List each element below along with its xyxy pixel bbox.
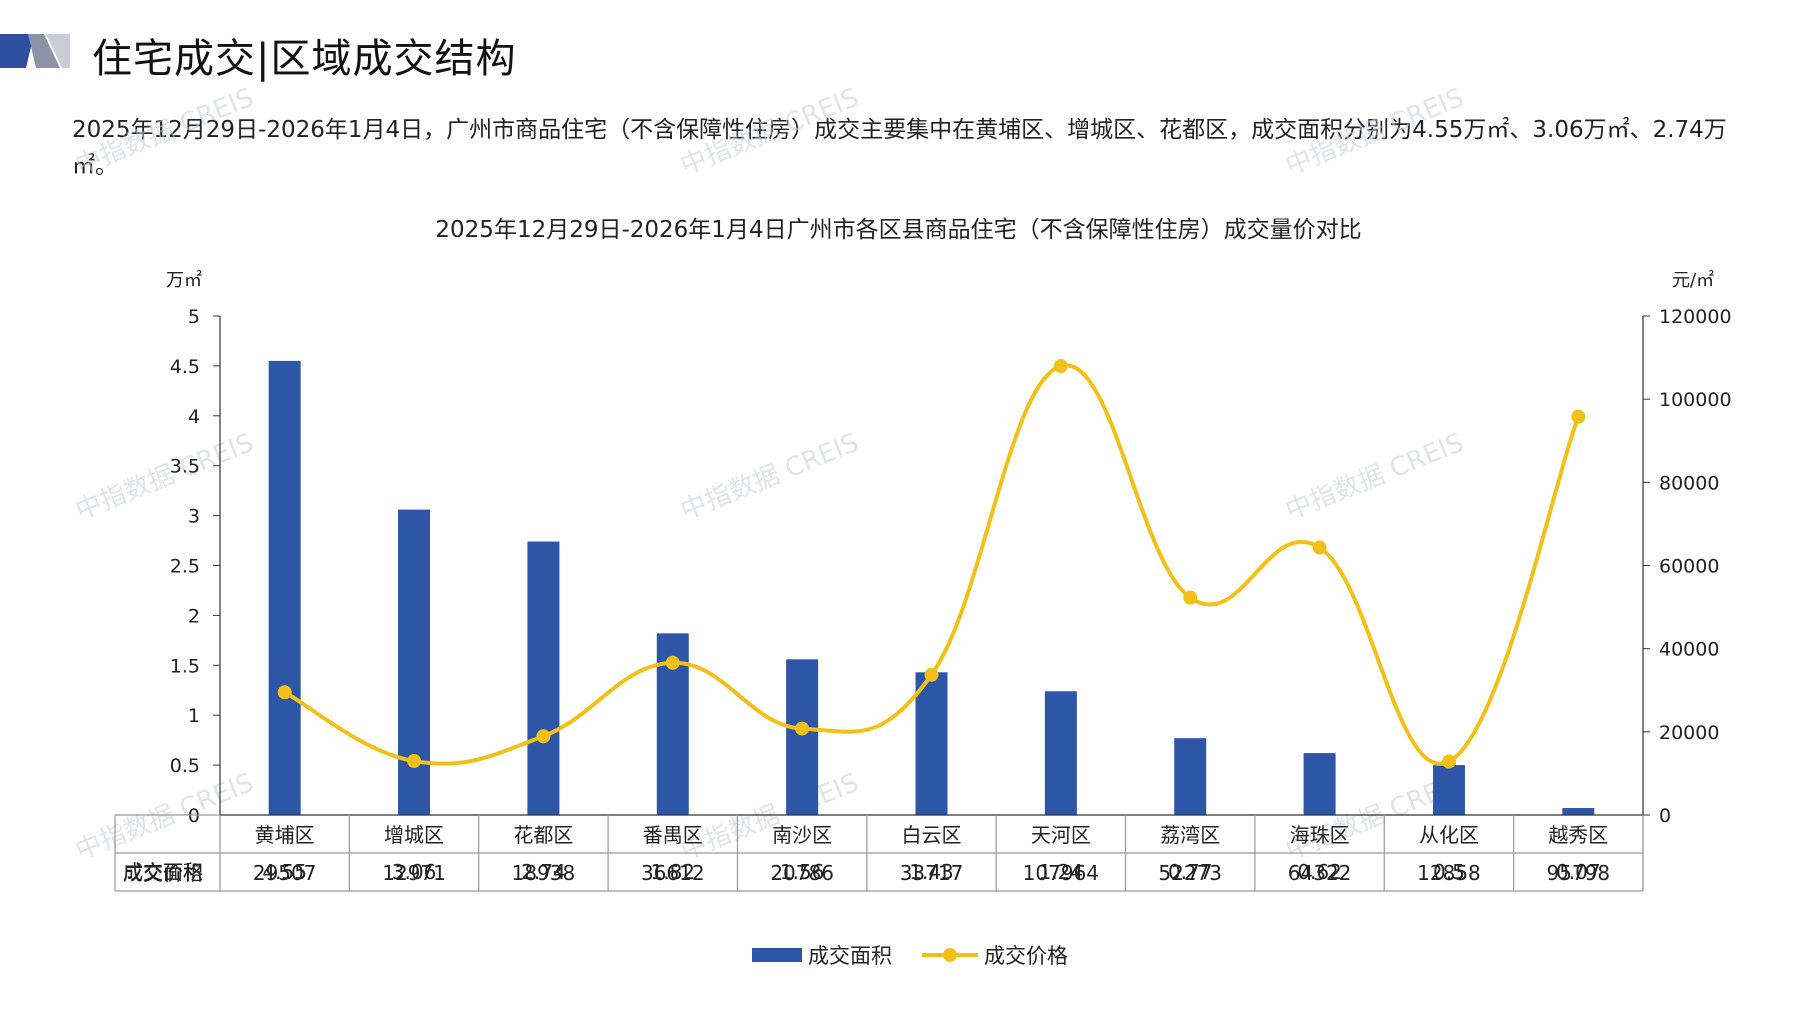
line-point — [277, 685, 292, 700]
right-axis-tick-label: 80000 — [1659, 472, 1719, 494]
chart-title: 2025年12月29日-2026年1月4日广州市各区县商品住宅（不含保障性住房）… — [435, 217, 1362, 243]
table-cell-area: 4.55 — [262, 860, 307, 884]
table-cell-price: 64322 — [1288, 861, 1352, 885]
right-axis-tick-label: 0 — [1659, 805, 1671, 827]
legend-label-area: 成交面积 — [808, 944, 892, 968]
table-cell-price: 12971 — [382, 861, 446, 885]
line-point — [1571, 409, 1586, 424]
line-point — [536, 729, 551, 744]
table-cell-area: 0.07 — [1556, 860, 1601, 884]
x-category-label: 花都区 — [513, 823, 573, 847]
left-axis-tick-label: 4 — [188, 406, 200, 428]
line-point — [407, 754, 422, 769]
table-cell-price: 29507 — [253, 861, 317, 885]
watermark: 中指数据 CREIS — [676, 428, 863, 527]
x-category-label: 黄埔区 — [255, 823, 315, 847]
watermark: 中指数据 CREIS — [1281, 428, 1468, 527]
line-point — [795, 721, 810, 736]
table-cell-area: 3.06 — [392, 860, 437, 884]
table-row-label-area: 成交面积 — [123, 860, 203, 884]
left-axis-tick-label: 3 — [188, 506, 200, 528]
left-axis-tick-label: 0 — [188, 805, 200, 827]
x-category-label: 增城区 — [384, 823, 444, 847]
table-cell-price: 33717 — [900, 861, 964, 885]
header: 住宅成交|区域成交结构 — [0, 20, 1797, 82]
table-cell-area: 0.62 — [1297, 860, 1342, 884]
watermark: 中指数据 CREIS — [1281, 83, 1468, 182]
left-axis-unit: 万㎡ — [166, 270, 202, 291]
table-cell-price: 18938 — [512, 861, 576, 885]
x-category-label: 白云区 — [902, 823, 962, 847]
left-axis-tick-label: 4.5 — [170, 356, 200, 378]
x-category-label: 番禺区 — [643, 823, 703, 847]
table-cell-area: 1.82 — [651, 860, 696, 884]
watermark: 中指数据 CREIS — [71, 83, 258, 182]
table-cell-price: 107964 — [1023, 861, 1099, 885]
left-axis-tick-label: 0.5 — [170, 755, 200, 777]
watermark: 中指数据 CREIS — [676, 83, 863, 182]
table-cell-price: 95798 — [1547, 861, 1611, 885]
watermark: 中指数据 CREIS — [676, 768, 863, 867]
left-axis-tick-label: 3.5 — [170, 456, 200, 478]
right-axis-tick-label: 20000 — [1659, 722, 1719, 744]
bar — [915, 672, 948, 815]
legend-key-price-point — [943, 948, 957, 962]
right-axis-tick-label: 120000 — [1659, 306, 1732, 328]
table-cell-price: 52273 — [1158, 861, 1222, 885]
x-category-label: 海珠区 — [1290, 823, 1350, 847]
bar — [1174, 738, 1207, 815]
bar — [1432, 765, 1465, 815]
bar — [268, 360, 301, 815]
table-cell-area: 0.77 — [1168, 860, 1213, 884]
table-cell-price: 36612 — [641, 861, 705, 885]
table-cell-area: 2.74 — [521, 860, 566, 884]
table-cell-area: 1.43 — [909, 860, 954, 884]
legend-label-price: 成交价格 — [984, 944, 1068, 968]
bar — [1303, 753, 1336, 815]
line-point — [1053, 359, 1068, 374]
right-axis-unit: 元/㎡ — [1672, 270, 1715, 291]
line-point — [924, 667, 939, 682]
title-accent-icon — [0, 34, 70, 68]
table-row-label-price: 成交价格 — [123, 861, 203, 885]
table-cell-area: 1.24 — [1039, 860, 1084, 884]
left-axis-tick-label: 2 — [188, 605, 200, 627]
table-cell-price: 12858 — [1417, 861, 1481, 885]
bar — [1562, 808, 1595, 815]
line-point — [1312, 540, 1327, 555]
summary-text: 2025年12月29日-2026年1月4日，广州市商品住宅（不含保障性住房）成交… — [72, 117, 1727, 179]
left-axis-tick-label: 5 — [188, 306, 200, 328]
table-cell-area: 0.5 — [1433, 860, 1465, 884]
x-category-label: 天河区 — [1031, 823, 1091, 847]
bar — [786, 659, 819, 815]
bar — [398, 509, 431, 815]
x-category-label: 越秀区 — [1548, 823, 1608, 847]
right-axis-tick-label: 60000 — [1659, 556, 1719, 578]
legend-key-area — [752, 948, 802, 962]
bar — [1044, 691, 1077, 815]
watermark: 中指数据 CREIS — [71, 768, 258, 867]
line-point — [1441, 754, 1456, 769]
x-category-label: 南沙区 — [772, 823, 832, 847]
page-title: 住宅成交|区域成交结构 — [92, 36, 517, 82]
left-axis-tick-label: 1 — [188, 705, 200, 727]
line-point — [665, 655, 680, 670]
left-axis-tick-label: 1.5 — [170, 655, 200, 677]
table-cell-area: 1.56 — [780, 860, 825, 884]
x-category-label: 荔湾区 — [1160, 823, 1220, 847]
table-cell-price: 20786 — [770, 861, 834, 885]
left-axis-tick-label: 2.5 — [170, 556, 200, 578]
bar — [527, 541, 560, 815]
x-category-label: 从化区 — [1419, 823, 1479, 847]
right-axis-tick-label: 40000 — [1659, 639, 1719, 661]
right-axis-tick-label: 100000 — [1659, 389, 1732, 411]
watermark: 中指数据 CREIS — [71, 428, 258, 527]
line-point — [1183, 590, 1198, 605]
